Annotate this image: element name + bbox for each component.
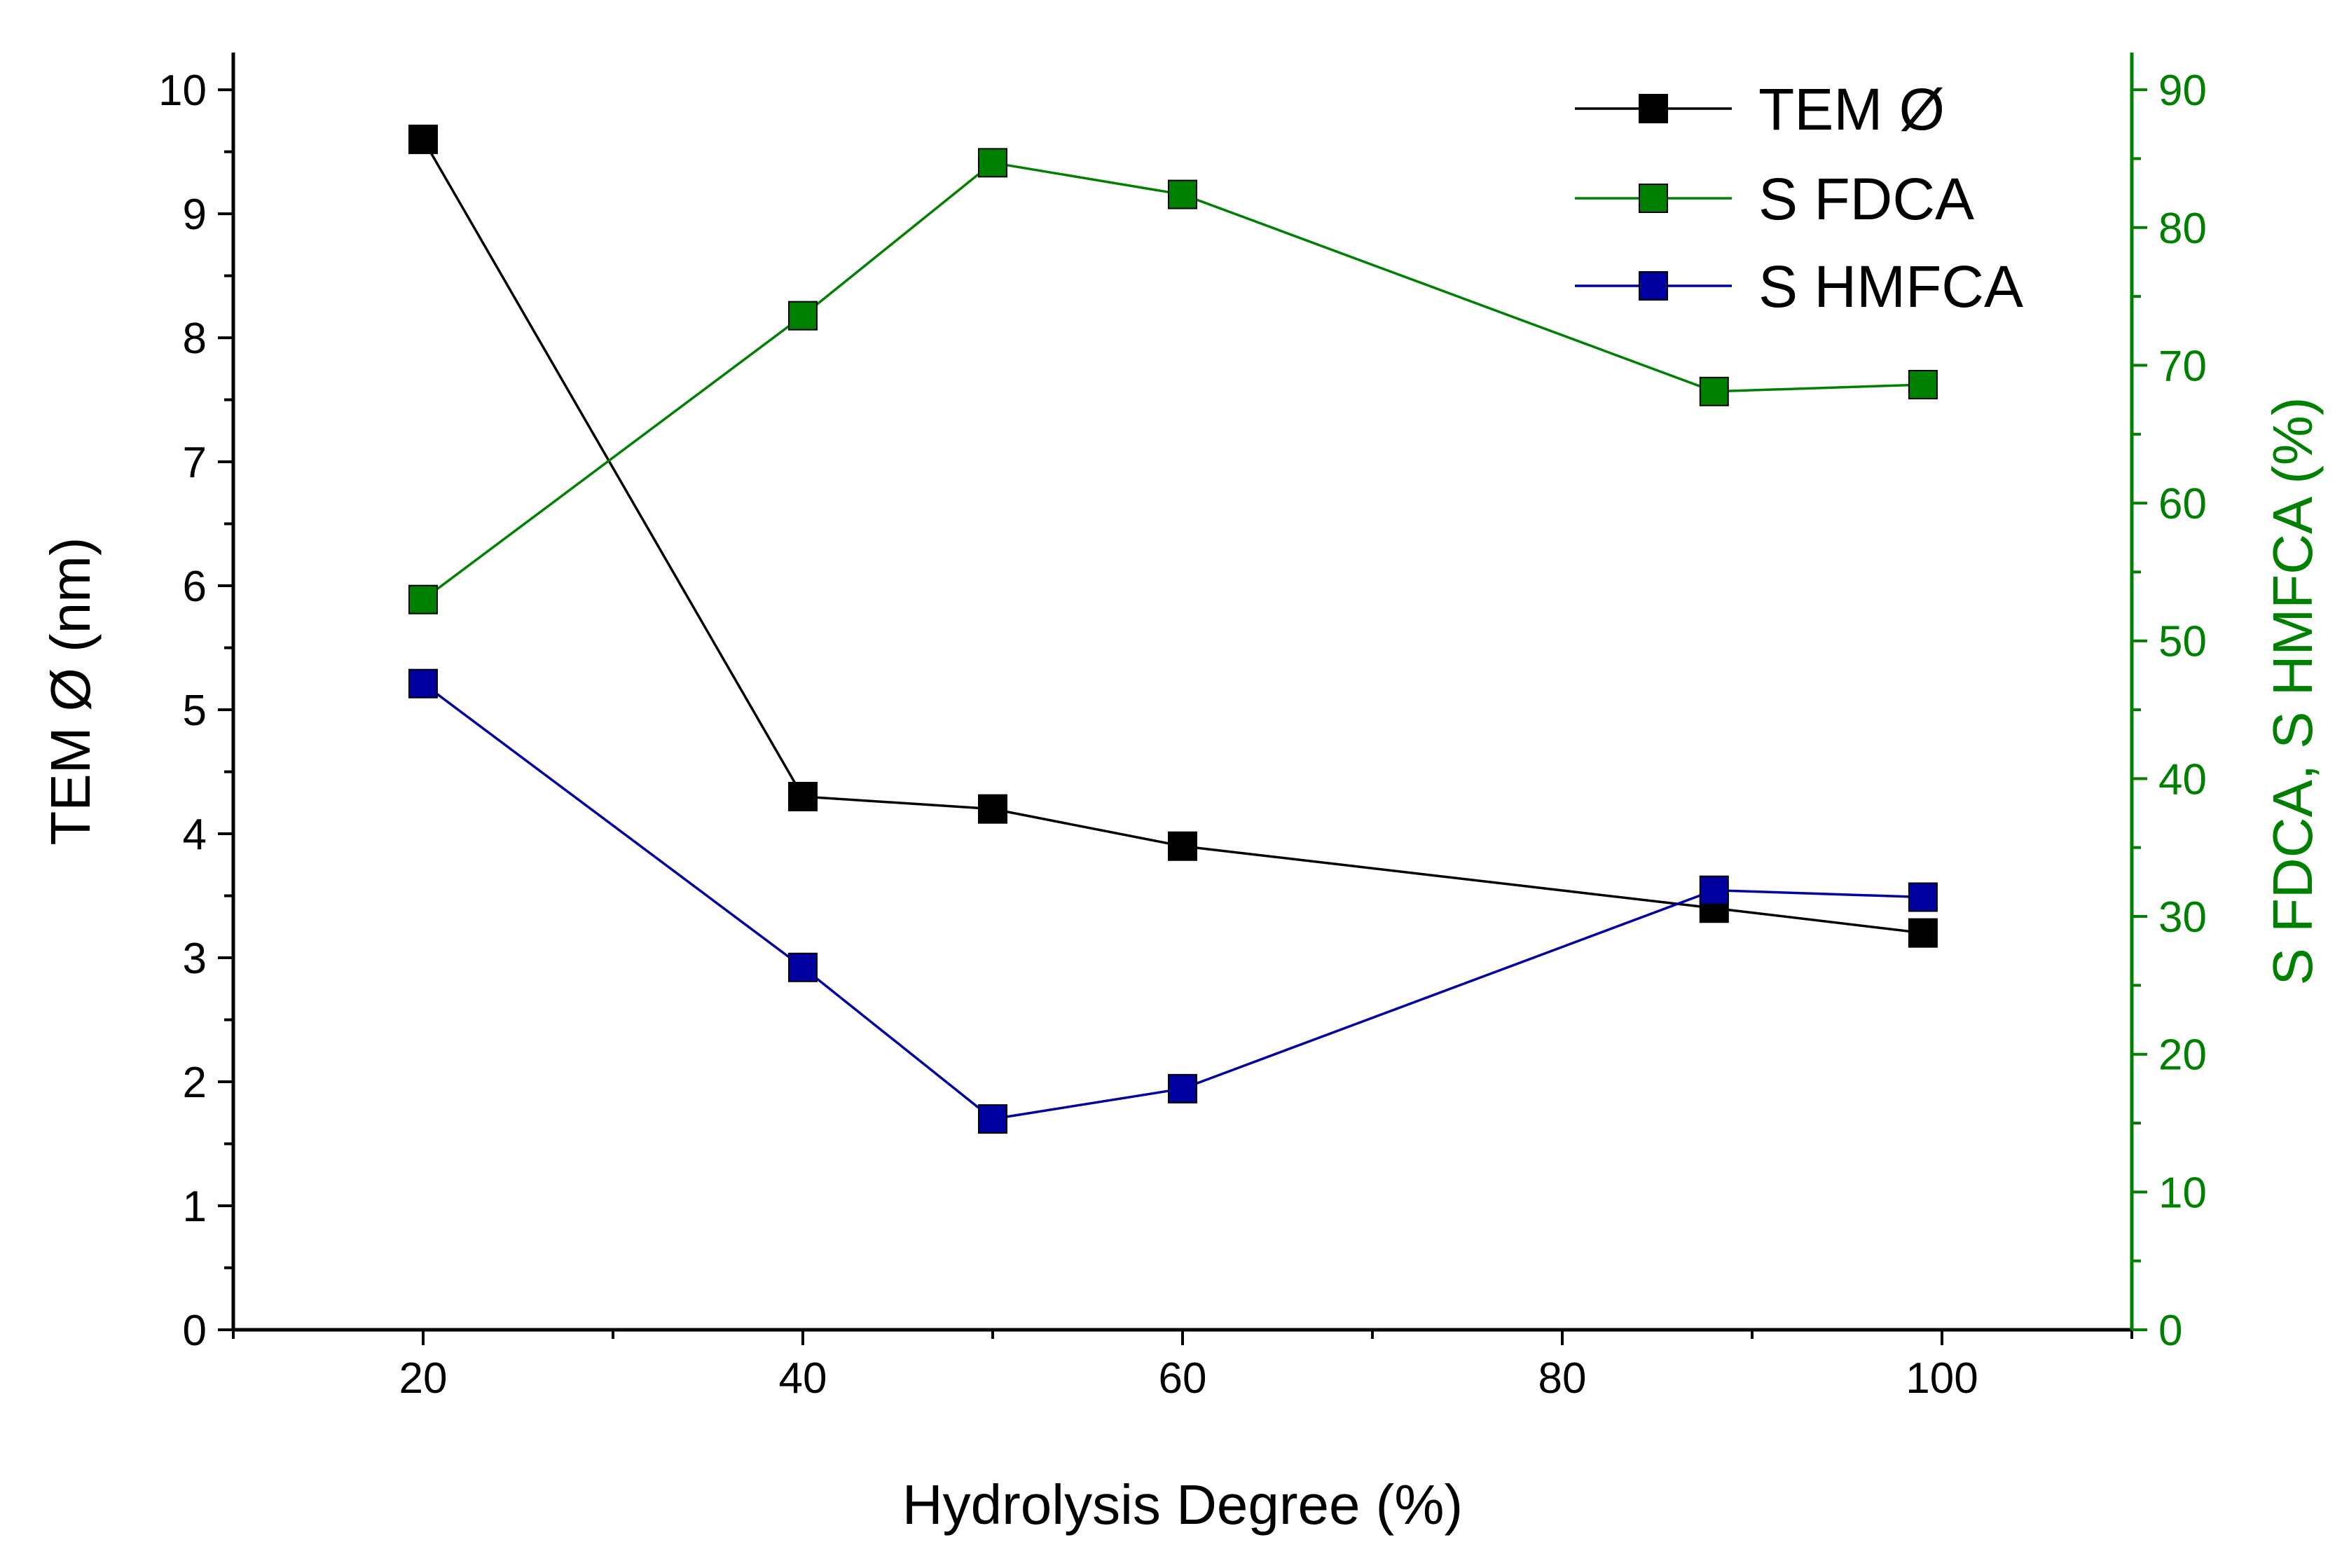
series-line-1 xyxy=(422,161,1923,601)
y-left-tick-label: 0 xyxy=(183,1307,207,1355)
y-left-tick-label: 7 xyxy=(183,439,207,487)
data-point xyxy=(408,124,438,154)
y-right-tick-label: 20 xyxy=(2158,1031,2207,1080)
y-left-axis-title: TEM Ø (nm) xyxy=(39,537,102,846)
y-left-tick-label: 5 xyxy=(183,687,207,735)
y-right-tick-label: 90 xyxy=(2158,67,2207,115)
y-left-tick-label: 1 xyxy=(183,1183,207,1231)
y-left-tick-label: 9 xyxy=(183,191,207,239)
data-point xyxy=(408,584,438,614)
data-point xyxy=(1168,831,1197,861)
data-point xyxy=(1908,882,1938,912)
legend-marker xyxy=(1639,271,1668,301)
legend: TEM Ø S FDCA S HMFCA xyxy=(1575,76,2023,319)
x-tick-label: 20 xyxy=(399,1354,448,1403)
y-right-tick-label: 40 xyxy=(2158,755,2207,804)
series-line-0 xyxy=(422,139,1924,935)
y-left-tick-label: 8 xyxy=(183,315,207,363)
y-left-tick-label: 3 xyxy=(183,935,207,983)
y-right-tick-label: 50 xyxy=(2158,618,2207,666)
legend-marker xyxy=(1639,94,1668,123)
x-tick-label: 60 xyxy=(1159,1354,1207,1403)
y-right-tick-label: 10 xyxy=(2158,1169,2207,1217)
legend-label: TEM Ø xyxy=(1758,76,1945,142)
axes: 20 40 60 80 10001234567891001020304050607080… xyxy=(39,53,2324,1536)
x-tick-label: 80 xyxy=(1538,1354,1587,1403)
series-group xyxy=(408,124,1938,1134)
data-point xyxy=(788,301,818,331)
data-point xyxy=(408,668,438,699)
data-point xyxy=(1908,369,1938,399)
y-left-tick-label: 4 xyxy=(183,811,207,859)
y-right-axis-title: S FDCA, S HMFCA (%) xyxy=(2261,397,2324,985)
x-tick-label: 100 xyxy=(1906,1354,1978,1403)
y-right-tick-label: 60 xyxy=(2158,480,2207,528)
y-left-tick-label: 2 xyxy=(183,1059,207,1107)
data-point xyxy=(978,794,1007,824)
data-point xyxy=(788,781,818,811)
x-tick-label: 40 xyxy=(779,1354,827,1403)
y-right-tick-label: 0 xyxy=(2158,1307,2182,1355)
data-point xyxy=(978,148,1007,178)
y-left-tick-label: 10 xyxy=(158,67,207,115)
data-point xyxy=(1168,1073,1197,1103)
series-line-2 xyxy=(422,682,1923,1120)
x-axis-title: Hydrolysis Degree (%) xyxy=(902,1473,1463,1536)
data-point xyxy=(1908,918,1938,948)
legend-label: S FDCA xyxy=(1758,166,1974,232)
legend-marker xyxy=(1639,184,1668,213)
data-point xyxy=(1699,376,1729,406)
legend-label: S HMFCA xyxy=(1758,254,2023,319)
data-point xyxy=(1168,179,1197,209)
y-right-tick-label: 80 xyxy=(2158,205,2207,253)
y-right-tick-label: 30 xyxy=(2158,893,2207,942)
y-left-tick-label: 6 xyxy=(183,563,207,611)
data-point xyxy=(788,952,818,982)
y-right-tick-label: 70 xyxy=(2158,342,2207,390)
data-point xyxy=(1699,875,1729,905)
data-point xyxy=(978,1104,1007,1134)
